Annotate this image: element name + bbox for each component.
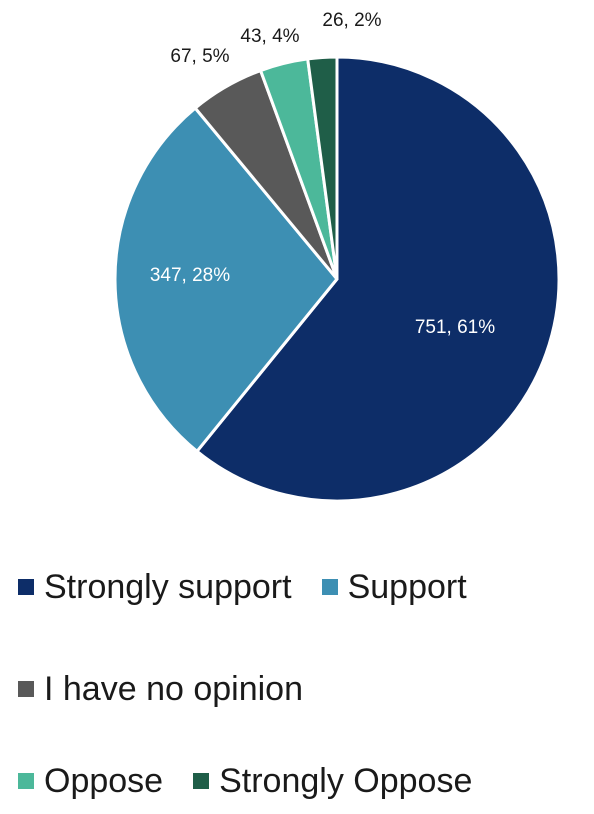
data-label-oppose: 43, 4% [240,26,299,47]
legend-label-no-opinion: I have no opinion [44,670,303,708]
legend-swatch-no-opinion [18,681,34,697]
pie-slice-strongly-support [195,55,561,503]
legend-label-support: Support [347,568,467,606]
data-label-support: 347, 28% [150,265,230,286]
legend-row-1: Strongly support Support [18,570,497,604]
legend-item-no-opinion: I have no opinion [18,672,303,706]
data-label-strongly-oppose: 26, 2% [322,10,381,31]
legend-label-strongly-oppose: Strongly Oppose [219,762,473,800]
legend-swatch-strongly-oppose [193,773,210,789]
legend-label-strongly-support: Strongly support [44,568,292,606]
legend-swatch-support [321,579,338,595]
legend-item-support: Support [321,568,467,606]
legend-item-strongly-oppose: Strongly Oppose [193,764,472,798]
legend-swatch-strongly-support [18,579,34,595]
legend-row-3: Oppose Strongly Oppose [18,764,502,798]
legend-item-strongly-support: Strongly support [18,570,292,604]
pie-slice-support [113,106,339,453]
legend-swatch-oppose [18,773,34,789]
legend-label-oppose: Oppose [44,762,164,800]
data-label-strongly-support: 751, 61% [415,317,495,338]
legend-item-oppose: Oppose [18,764,163,798]
pie-slice-strongly-oppose [306,55,339,281]
legend-row-2: I have no opinion [18,672,333,706]
data-label-no-opinion: 67, 5% [170,46,229,67]
pie-chart: 751, 61% 347, 28% 67, 5% 43, 4% 26, 2% [113,10,561,503]
